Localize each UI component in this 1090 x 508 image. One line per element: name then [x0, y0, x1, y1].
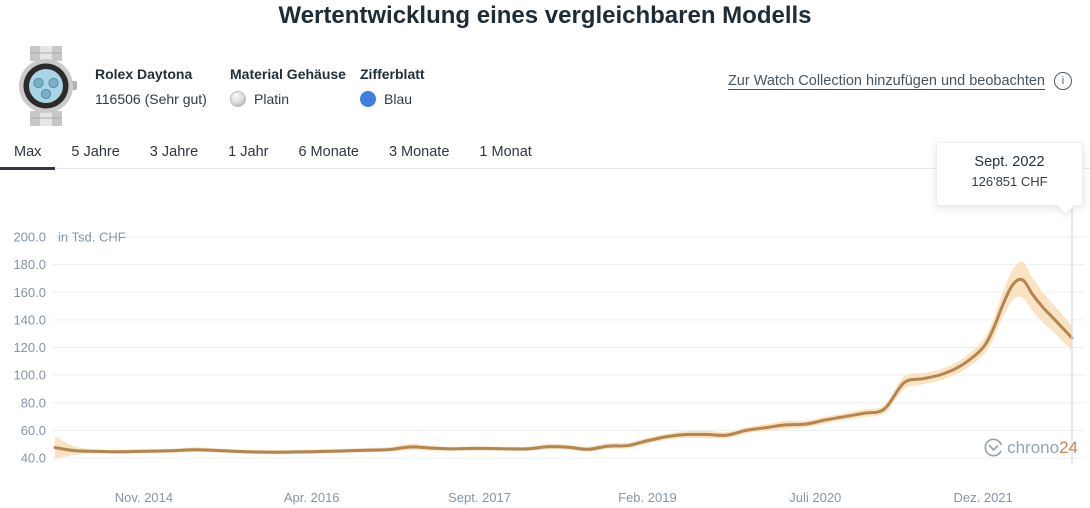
tab-1-jahr[interactable]: 1 Jahr [228, 143, 269, 160]
watch-thumbnail [19, 46, 77, 126]
watch-reference: 116506 (Sehr gut) [95, 91, 207, 107]
tab-1-monat[interactable]: 1 Monat [479, 143, 532, 160]
y-axis-label: 100.0 [13, 368, 46, 383]
watermark-text-gray: chrono [1007, 437, 1060, 457]
chrono24-watermark: chrono24 [983, 437, 1078, 458]
x-axis-label: Juli 2020 [789, 490, 841, 505]
case-material-label: Material Gehäuse [230, 66, 346, 82]
price-line [53, 277, 1074, 454]
info-icon[interactable]: i [1054, 72, 1072, 90]
y-axis-label: 160.0 [13, 285, 46, 300]
x-axis-label: Dez. 2021 [954, 490, 1013, 505]
time-range-tabs: Max 5 Jahre 3 Jahre 1 Jahr 6 Monate 3 Monate 1… [0, 136, 1090, 170]
tooltip-value: 126'851 CHF [971, 174, 1048, 189]
y-axis-label: 120.0 [13, 340, 46, 355]
watch-name-block: Rolex Daytona 116506 (Sehr gut) [95, 66, 207, 107]
watch-name: Rolex Daytona [95, 66, 193, 82]
x-axis-label: Apr. 2016 [284, 490, 340, 505]
y-axis-label: 140.0 [13, 312, 46, 327]
y-axis-label: 40.0 [21, 451, 46, 466]
confidence-band [55, 261, 1072, 459]
y-axis-label: 200.0 [13, 230, 46, 245]
watch-dial [29, 69, 63, 103]
tab-max[interactable]: Max [0, 137, 56, 170]
y-axis-label: 180.0 [13, 257, 46, 272]
tab-6-monate[interactable]: 6 Monate [298, 143, 359, 160]
y-axis-label: 60.0 [21, 423, 46, 438]
watch-bracelet [30, 46, 62, 126]
x-axis-label: Nov. 2014 [115, 490, 173, 505]
watch-collection-action: Zur Watch Collection hinzufügen und beob… [728, 72, 1072, 90]
y-axis-unit-label: in Tsd. CHF [58, 230, 126, 245]
add-to-watch-collection-link[interactable]: Zur Watch Collection hinzufügen und beob… [727, 73, 1045, 89]
platinum-swatch-icon [230, 91, 246, 107]
case-material-value: Platin [254, 91, 290, 107]
case-material-block: Material Gehäuse Platin [230, 66, 346, 107]
watch-subdials [33, 77, 59, 100]
blue-swatch-icon [360, 91, 376, 107]
tooltip-date: Sept. 2022 [974, 154, 1045, 170]
y-axis-label: 80.0 [21, 395, 46, 410]
page-title: Wertentwicklung eines vergleichbaren Mod… [278, 2, 812, 29]
chrono24-clock-icon [984, 438, 1003, 457]
dial-block: Zifferblatt Blau [360, 66, 425, 107]
x-axis-label: Feb. 2019 [618, 490, 677, 505]
tab-3-monate[interactable]: 3 Monate [388, 143, 450, 160]
x-axis-label: Sept. 2017 [448, 490, 511, 505]
tab-3-jahre[interactable]: 3 Jahre [149, 143, 199, 160]
dial-value: Blau [384, 91, 413, 107]
tab-5-jahre[interactable]: 5 Jahre [71, 143, 120, 160]
chart-tooltip: Sept. 2022 126'851 CHF [936, 142, 1083, 215]
dial-label: Zifferblatt [360, 66, 425, 82]
watermark-text-orange: 24 [1059, 437, 1078, 457]
